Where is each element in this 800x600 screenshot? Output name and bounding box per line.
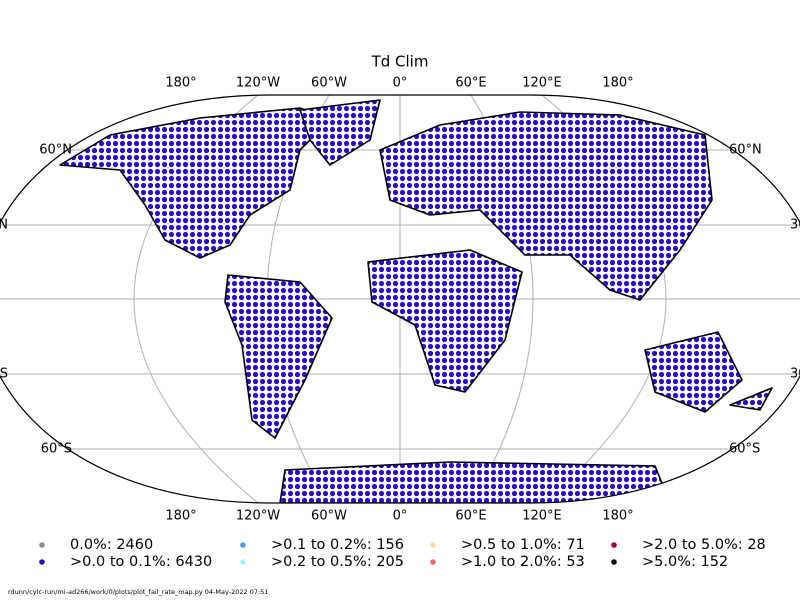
longitude-label: 60°E [455,76,486,91]
legend-marker [611,559,617,565]
legend-marker [240,559,246,565]
map-title: Td Clim [371,53,429,71]
legend-label: 0.0%: 2460 [70,537,153,553]
longitude-label: 60°E [455,509,486,524]
longitude-label: 60°W [311,509,347,524]
legend-marker [430,542,436,548]
longitude-label: 60°W [311,76,347,91]
latitude-label: 60°S [729,442,760,457]
longitude-label: 180° [602,76,633,91]
latitude-label: 30°S [790,367,800,382]
legend-label: >0.5 to 1.0%: 71 [461,537,585,553]
legend-marker [611,542,617,548]
latitude-label: 60°S [41,442,72,457]
graticule-labels: 180° 180° 120°W 120°W 60°W 60°W 0° 0° 60°E 60°E 12… [0,76,800,524]
legend-marker [430,559,436,565]
longitude-label: 120°E [522,76,562,91]
longitude-label: 120°E [522,509,562,524]
longitude-label: 180° [165,509,196,524]
legend: 0.0%: 2460>0.0 to 0.1%: 6430 >0.1 to 0.2%… [39,537,766,570]
legend-label: >5.0%: 152 [642,554,728,570]
legend-label: >0.1 to 0.2%: 156 [271,537,404,553]
longitude-label: 0° [393,76,408,91]
legend-marker [240,542,246,548]
legend-marker [39,542,45,548]
longitude-label: 180° [165,76,196,91]
map-border [0,94,800,504]
longitude-label: 0° [393,509,408,524]
legend-label: >0.2 to 0.5%: 205 [271,554,404,570]
longitude-label: 180° [602,509,633,524]
legend-label: >0.0 to 0.1%: 6430 [70,554,212,570]
latitude-label: 30°N [790,218,800,233]
latitude-label: 30°N [0,218,8,233]
legend-marker [39,559,45,565]
land [59,99,773,503]
map-body [0,95,800,503]
legend-label: >1.0 to 2.0%: 53 [461,554,585,570]
legend-label: >2.0 to 5.0%: 28 [642,537,766,553]
latitude-label: 60°N [729,143,762,158]
latitude-label: 60°N [39,143,72,158]
longitude-label: 120°W [236,76,280,91]
longitude-label: 120°W [236,509,280,524]
latitude-label: 30°S [0,367,8,382]
footer: rdunn/cylc-run/mi-ad266/work/0/plots/plo… [8,588,268,596]
